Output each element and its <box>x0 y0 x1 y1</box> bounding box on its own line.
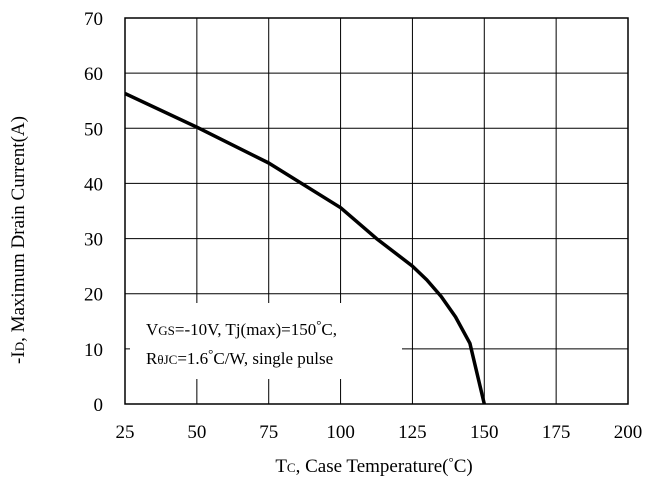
plot-frame <box>124 17 629 405</box>
y-tick-label: 60 <box>84 64 103 85</box>
y-axis-label: -ID, Maximum Drain Current(A) <box>8 116 29 364</box>
x-tick-label: 25 <box>116 422 135 443</box>
annotation-line-1: VGS=-10V, Tj(max)=150°C, <box>146 317 337 339</box>
y-tick-label: 30 <box>84 230 103 251</box>
annotation-line-2: RθJC=1.6°C/W, single pulse <box>146 346 333 368</box>
y-tick-label: 50 <box>84 119 103 140</box>
y-tick-label: 10 <box>84 340 103 361</box>
x-tick-label: 175 <box>542 422 571 443</box>
x-tick-label: 125 <box>398 422 427 443</box>
y-tick-label: 70 <box>84 9 103 30</box>
annotation-box: VGS=-10V, Tj(max)=150°C, RθJC=1.6°C/W, s… <box>130 303 402 379</box>
x-tick-label: 200 <box>614 422 643 443</box>
x-tick-label: 150 <box>470 422 499 443</box>
x-tick-labels: 25 50 75 100 125 150 175 200 <box>116 422 643 443</box>
y-tick-labels: 0 10 20 30 40 50 60 70 <box>84 9 103 416</box>
y-tick-label: 40 <box>84 174 103 195</box>
x-tick-label: 50 <box>187 422 206 443</box>
y-tick-label: 0 <box>94 395 104 416</box>
grid-lines <box>124 17 629 405</box>
y-tick-label: 20 <box>84 285 103 306</box>
series-line <box>124 91 487 405</box>
x-axis-label: TC, Case Temperature(°C) <box>275 454 472 477</box>
x-tick-label: 75 <box>259 422 278 443</box>
x-tick-label: 100 <box>326 422 355 443</box>
